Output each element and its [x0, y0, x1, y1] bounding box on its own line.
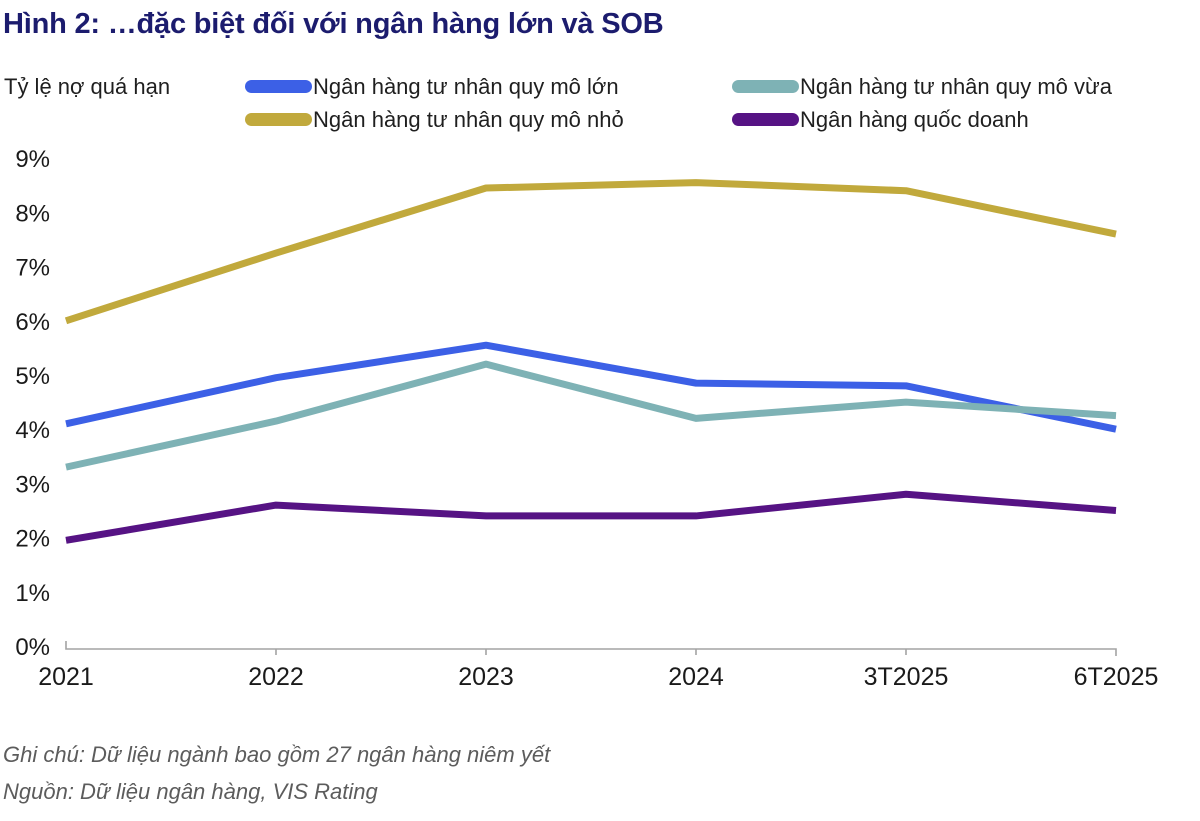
- legend-label: Ngân hàng tư nhân quy mô lớn: [313, 73, 619, 99]
- x-tick-label: 2024: [668, 663, 724, 691]
- y-tick-label: 6%: [15, 309, 50, 336]
- legend-label: Ngân hàng quốc doanh: [800, 106, 1029, 132]
- legend-item-1: Ngân hàng tư nhân quy mô vừa: [732, 74, 1112, 100]
- legend-item-2: Ngân hàng tư nhân quy mô nhỏ: [245, 107, 732, 133]
- y-tick-label: 7%: [15, 255, 50, 282]
- source-line: Nguồn: Dữ liệu ngân hàng, VIS Rating: [3, 779, 378, 804]
- note-line: Ghi chú: Dữ liệu ngành bao gồm 27 ngân h…: [3, 742, 551, 767]
- x-axis-line: [65, 641, 1117, 656]
- legend-item-3: Ngân hàng quốc doanh: [732, 107, 1112, 133]
- y-tick-label: 1%: [15, 580, 50, 607]
- legend-label: Ngân hàng tư nhân quy mô nhỏ: [313, 106, 624, 132]
- legend-label: Ngân hàng tư nhân quy mô vừa: [800, 73, 1112, 99]
- y-tick-label: 9%: [15, 146, 50, 173]
- y-tick-label: 0%: [15, 634, 50, 661]
- x-tick-label: 2021: [38, 663, 94, 691]
- y-tick-label: 4%: [15, 417, 50, 444]
- legend-swatch-icon: [732, 80, 799, 93]
- legend-item-0: Ngân hàng tư nhân quy mô lớn: [245, 74, 732, 100]
- y-axis-title: Tỷ lệ nợ quá hạn: [4, 74, 171, 99]
- chart-notes: Ghi chú: Dữ liệu ngành bao gồm 27 ngân h…: [3, 736, 550, 810]
- legend-swatch-icon: [245, 113, 312, 126]
- y-tick-label: 3%: [15, 471, 50, 498]
- series-line-3: [65, 490, 1117, 544]
- x-tick-label: 2022: [248, 663, 304, 691]
- series-line-1: [65, 360, 1117, 471]
- line-chart-canvas: 0% 1% 2% 3% 4% 5% 6% 7% 8% 9% 2021 2022 2023 2024 3T20…: [0, 140, 1200, 710]
- y-tick-label: 5%: [15, 363, 50, 390]
- series-line-2: [64, 179, 1117, 325]
- x-tick-label: 3T2025: [864, 663, 949, 691]
- legend-swatch-icon: [245, 80, 312, 93]
- y-tick-label: 2%: [15, 526, 50, 553]
- x-tick-label: 6T2025: [1074, 663, 1159, 691]
- legend-swatch-icon: [732, 113, 799, 126]
- chart-title: Hình 2: …đặc biệt đối với ngân hàng lớn …: [3, 8, 664, 40]
- chart-legend: Ngân hàng tư nhân quy mô lớn Ngân hàng tư…: [245, 70, 1112, 136]
- chart-svg: 0% 1% 2% 3% 4% 5% 6% 7% 8% 9% 2021 2022 2023 2024 3T20…: [15, 146, 1159, 691]
- series-line-0: [65, 341, 1117, 433]
- x-tick-label: 2023: [458, 663, 514, 691]
- y-tick-label: 8%: [15, 200, 50, 227]
